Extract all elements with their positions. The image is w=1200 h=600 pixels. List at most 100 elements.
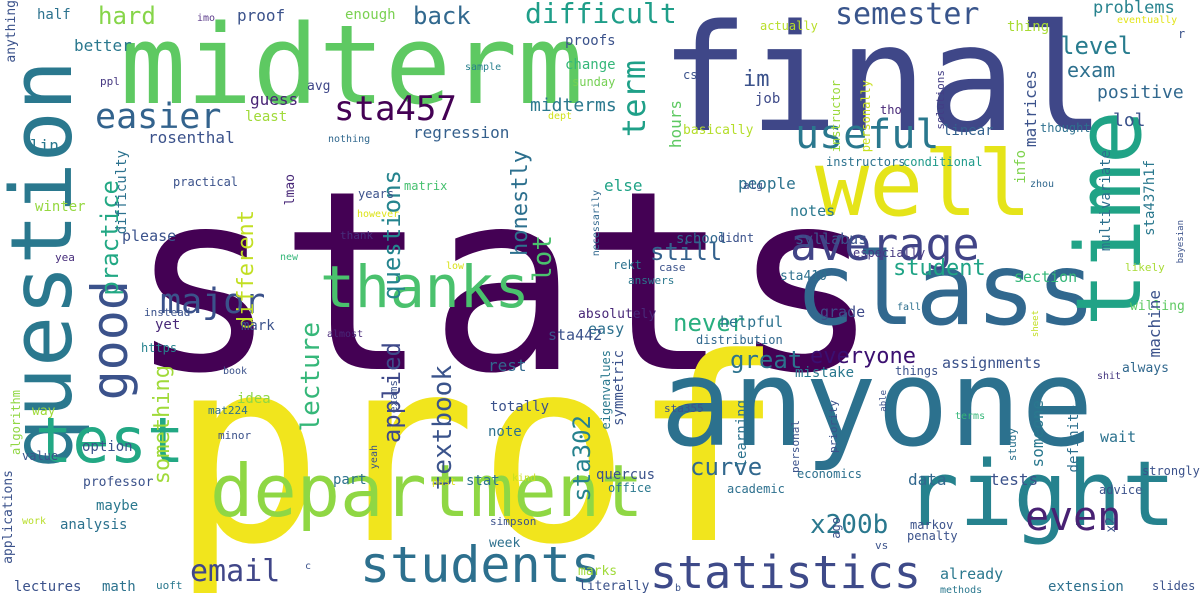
word-lectures: lectures: [14, 579, 82, 595]
word-someone: someone: [1028, 400, 1047, 468]
word-algorithm: algorithm: [9, 390, 23, 456]
word-especially: especially: [853, 246, 926, 260]
word-textbook: textbook: [428, 365, 458, 491]
word-rosenthal: rosenthal: [148, 128, 235, 147]
word-yea: yea: [55, 251, 75, 264]
word-student: student: [893, 256, 986, 281]
word-info: info: [1013, 150, 1029, 184]
word-bayesian: bayesian: [1176, 220, 1186, 264]
word-wait: wait: [1100, 428, 1137, 446]
word-applications: applications: [1, 470, 16, 564]
word-average: average: [790, 218, 980, 271]
word-note: note: [488, 424, 522, 440]
word-uoft: uoft: [156, 579, 183, 592]
word-zhou: zhou: [1030, 179, 1055, 190]
word-kind: kind: [512, 473, 537, 484]
word-class: class: [795, 231, 1097, 348]
word-x2: x2: [1104, 517, 1119, 533]
word-rest: rest: [488, 356, 527, 375]
word-mistake: mistake: [795, 365, 855, 381]
word-major: major: [160, 282, 266, 322]
word-minor: minor: [218, 429, 252, 442]
word-years: years: [358, 187, 395, 201]
word-easier: easier: [95, 97, 222, 137]
word-basically: basically: [683, 123, 754, 138]
word-midterms: midterms: [530, 95, 617, 116]
word-great: great: [730, 346, 803, 374]
word-proofs: proofs: [565, 33, 616, 49]
word-nothing: nothing: [328, 134, 371, 145]
word-professor: professor: [83, 475, 154, 490]
word-instead: instead: [144, 306, 191, 319]
word-positive: positive: [1097, 82, 1184, 103]
word-way: way: [32, 404, 56, 419]
word-eventually: eventually: [1117, 15, 1178, 26]
word-anything: anything: [4, 0, 19, 63]
word-work: work: [22, 516, 47, 527]
word-simpson: simpson: [490, 515, 537, 528]
word-semester: semester: [835, 0, 980, 32]
word-advice: advice: [1099, 483, 1143, 497]
word-everyone: everyone: [810, 344, 916, 369]
word-im: im: [743, 67, 770, 92]
word-students: students: [360, 536, 601, 594]
word-sta442: sta442: [548, 326, 603, 344]
word-sta437h1f: sta437h1f: [1142, 160, 1158, 236]
word-sta457: sta457: [334, 89, 457, 129]
word-priority: priority: [827, 400, 840, 453]
word-school: school: [676, 231, 727, 247]
word-actually: actually: [760, 19, 818, 33]
word-level: level: [1060, 32, 1133, 60]
word-book: book: [223, 366, 248, 377]
word-lmao: lmao: [283, 174, 298, 206]
word-department: department: [210, 449, 644, 533]
word-still: still: [650, 238, 723, 266]
word-enough: enough: [345, 7, 396, 23]
word-thing: thing: [1007, 19, 1050, 35]
word-totally: totally: [490, 399, 550, 415]
word-fall: fall: [897, 302, 922, 313]
word-midterm: midterm: [120, 1, 584, 129]
word-option: option: [82, 439, 133, 455]
word-extension: extension: [1048, 579, 1124, 595]
word-absolutely: absolutely: [578, 307, 657, 322]
word-ago: ago: [829, 517, 843, 539]
word-easy: easy: [588, 320, 625, 338]
word-quercus: quercus: [596, 467, 656, 483]
word-strongly: strongly: [1142, 464, 1200, 478]
word-case: case: [659, 261, 686, 274]
word-job: job: [755, 91, 781, 107]
word-part: part: [333, 472, 367, 488]
word-better: better: [74, 36, 132, 55]
word-difficult: difficult: [525, 0, 677, 30]
word-multivariate: multivariate: [1098, 150, 1114, 252]
word-dept: dept: [548, 111, 573, 122]
word-lol: lol: [1113, 110, 1146, 131]
word-instructor: instructor: [829, 80, 843, 153]
word-terms: terms: [955, 411, 986, 422]
word-able: able: [879, 390, 889, 412]
word-sunday: sunday: [572, 75, 616, 89]
word-statistics: statistics: [650, 546, 921, 599]
word-past: past: [432, 477, 457, 488]
word-grade: grade: [820, 303, 866, 321]
word-lin: lin: [30, 136, 59, 155]
word-even: even: [1025, 494, 1122, 540]
word-instructors: instructors: [826, 155, 906, 169]
word-half: half: [37, 7, 71, 23]
word-distribution: distribution: [696, 333, 783, 347]
word-maybe: maybe: [96, 498, 139, 514]
word-good: good: [81, 280, 139, 401]
word-penalty: penalty: [907, 529, 958, 543]
word-final: final: [660, 0, 1106, 165]
word-right: right: [905, 442, 1176, 547]
word-conditional: conditional: [903, 155, 983, 169]
word-hard: hard: [98, 2, 156, 30]
word-shit: shit: [1097, 371, 1122, 382]
word-vs: vs: [875, 539, 889, 552]
word-c: c: [305, 561, 312, 572]
word-back: back: [413, 2, 471, 30]
word-avg: avg: [307, 79, 331, 94]
word-always: always: [1122, 361, 1169, 376]
